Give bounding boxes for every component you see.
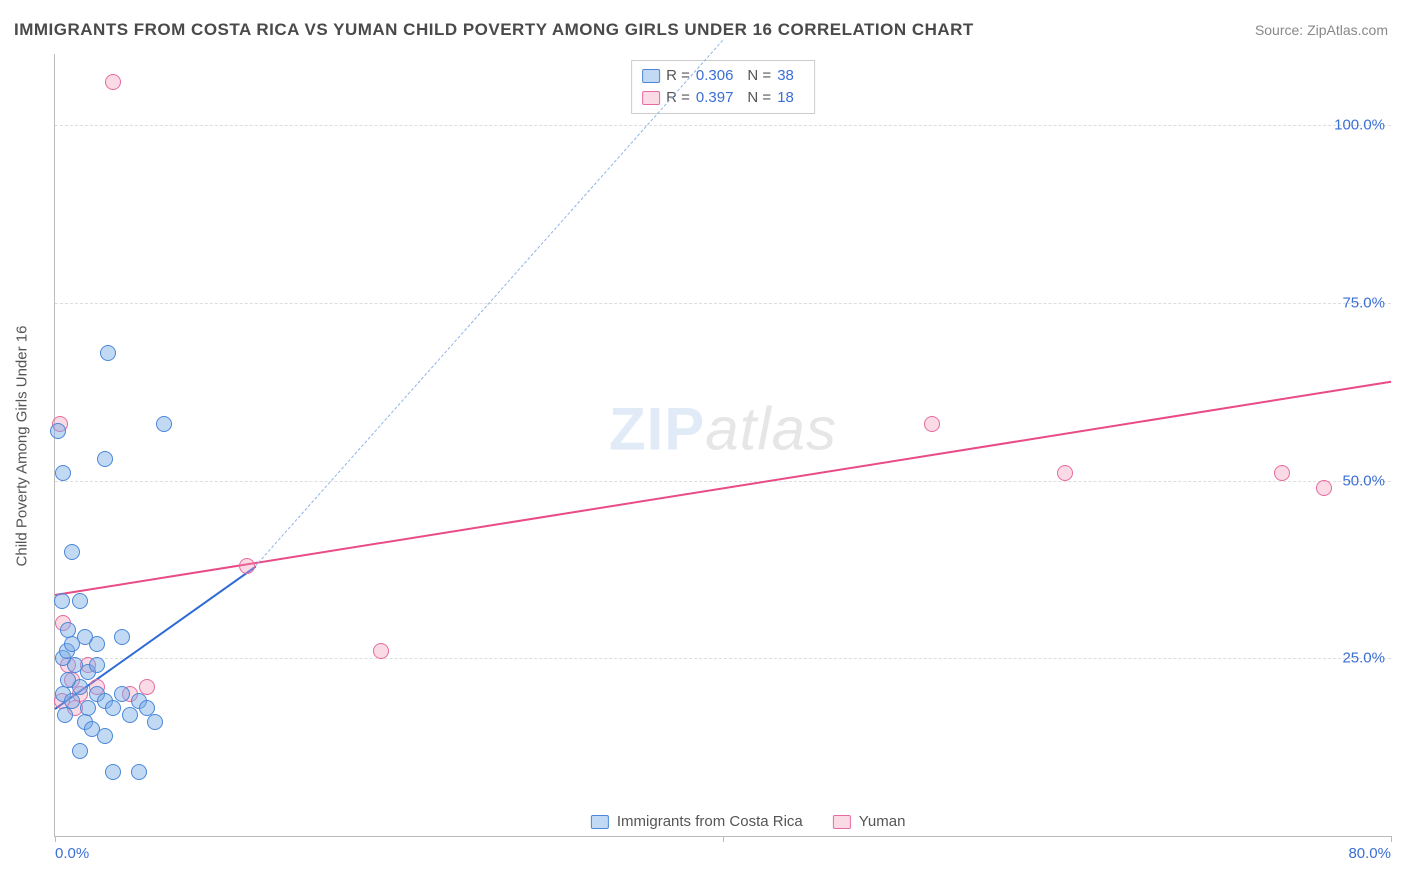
legend-stats-row-blue: R = 0.306 N = 38 — [642, 65, 802, 87]
data-point — [89, 657, 105, 673]
data-point — [50, 423, 66, 439]
data-point — [1316, 480, 1332, 496]
x-tick-label: 80.0% — [1348, 845, 1391, 862]
x-tick-mark — [55, 836, 56, 842]
legend-label-blue: Immigrants from Costa Rica — [617, 813, 803, 830]
legend-item-blue: Immigrants from Costa Rica — [591, 813, 803, 830]
gridline — [55, 303, 1391, 304]
legend-stats-row-pink: R = 0.397 N = 18 — [642, 87, 802, 109]
plot-area: ZIPatlas R = 0.306 N = 38 R = 0.397 N = … — [54, 54, 1391, 837]
data-point — [924, 416, 940, 432]
y-axis-label: Child Poverty Among Girls Under 16 — [14, 326, 31, 567]
y-tick-label: 25.0% — [1342, 650, 1385, 667]
r-label: R = — [666, 65, 690, 87]
x-tick-mark — [723, 836, 724, 842]
x-tick-label: 0.0% — [55, 845, 89, 862]
legend-item-pink: Yuman — [833, 813, 906, 830]
watermark-zip: ZIP — [609, 396, 705, 463]
data-point — [1057, 465, 1073, 481]
n-value-pink: 18 — [777, 87, 794, 109]
gridline — [55, 125, 1391, 126]
data-point — [105, 74, 121, 90]
data-point — [105, 764, 121, 780]
r-value-blue: 0.306 — [696, 65, 734, 87]
data-point — [139, 679, 155, 695]
data-point — [122, 707, 138, 723]
data-point — [60, 672, 76, 688]
n-label: N = — [747, 65, 771, 87]
watermark: ZIPatlas — [609, 395, 837, 464]
data-point — [131, 764, 147, 780]
y-tick-label: 50.0% — [1342, 472, 1385, 489]
gridline — [55, 658, 1391, 659]
n-value-blue: 38 — [777, 65, 794, 87]
legend-label-pink: Yuman — [859, 813, 906, 830]
data-point — [77, 629, 93, 645]
swatch-blue-icon — [642, 69, 660, 83]
r-value-pink: 0.397 — [696, 87, 734, 109]
data-point — [156, 416, 172, 432]
data-point — [105, 700, 121, 716]
data-point — [72, 593, 88, 609]
data-point — [239, 558, 255, 574]
data-point — [100, 345, 116, 361]
legend-series: Immigrants from Costa Rica Yuman — [591, 813, 906, 830]
watermark-atlas: atlas — [705, 396, 837, 463]
n-label: N = — [747, 87, 771, 109]
source-label: Source: ZipAtlas.com — [1255, 22, 1388, 38]
data-point — [54, 593, 70, 609]
data-point — [72, 743, 88, 759]
data-point — [114, 686, 130, 702]
swatch-pink-icon — [642, 91, 660, 105]
chart-title: IMMIGRANTS FROM COSTA RICA VS YUMAN CHIL… — [14, 20, 974, 40]
data-point — [97, 728, 113, 744]
data-point — [1274, 465, 1290, 481]
data-point — [64, 544, 80, 560]
data-point — [97, 451, 113, 467]
x-tick-mark — [1391, 836, 1392, 842]
data-point — [373, 643, 389, 659]
gridline — [55, 481, 1391, 482]
y-tick-label: 75.0% — [1342, 294, 1385, 311]
swatch-blue-icon — [591, 815, 609, 829]
data-point — [55, 465, 71, 481]
data-point — [147, 714, 163, 730]
y-tick-label: 100.0% — [1334, 117, 1385, 134]
data-point — [57, 707, 73, 723]
swatch-pink-icon — [833, 815, 851, 829]
data-point — [114, 629, 130, 645]
data-point — [60, 622, 76, 638]
legend-stats: R = 0.306 N = 38 R = 0.397 N = 18 — [631, 60, 815, 114]
